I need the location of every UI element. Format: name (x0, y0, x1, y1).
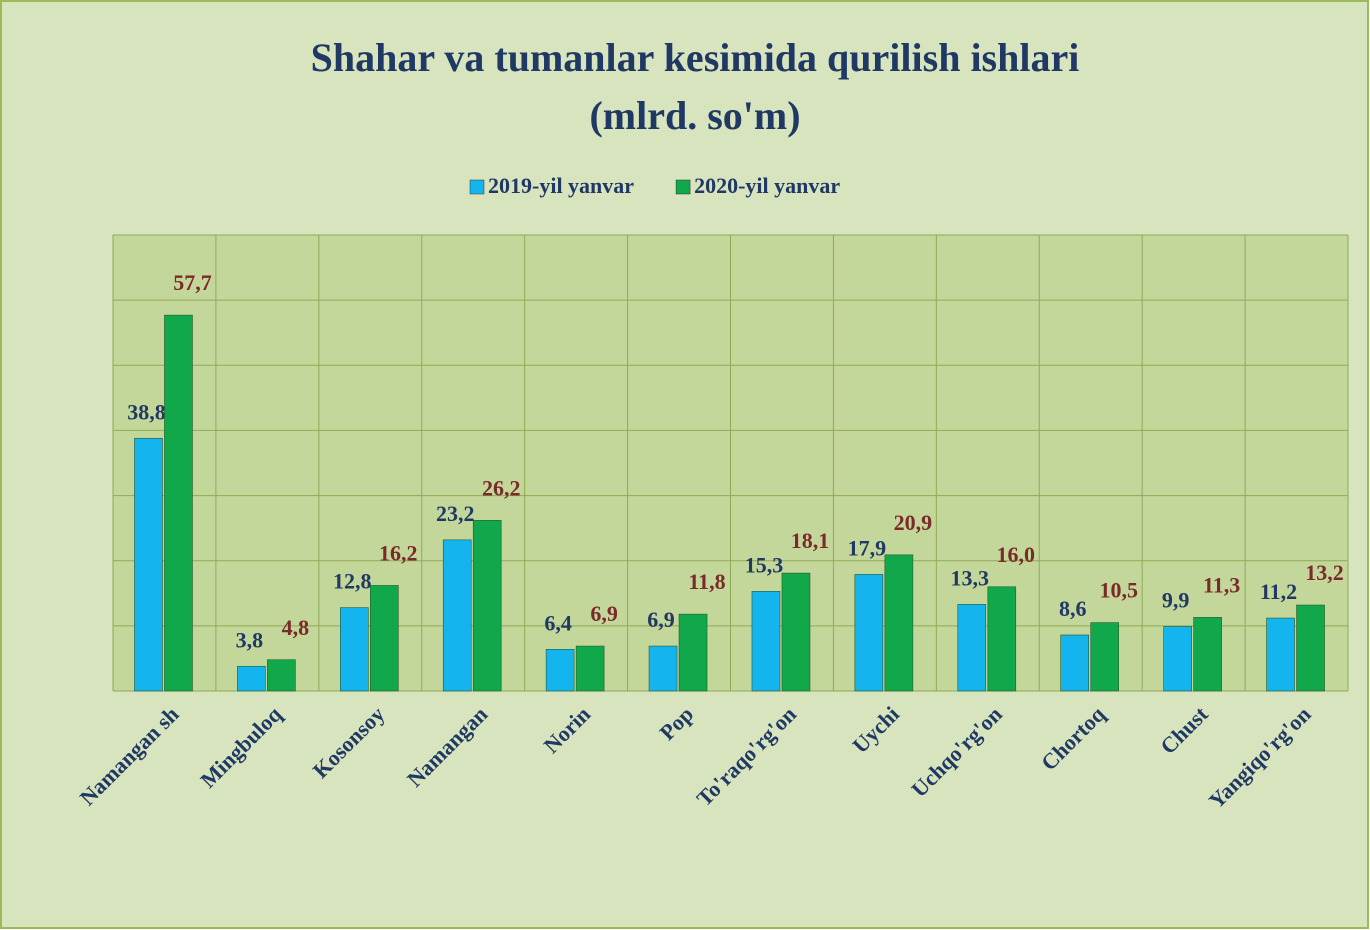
bar (987, 586, 1017, 692)
bar (781, 572, 811, 692)
value-label: 11,3 (1203, 572, 1240, 597)
value-label: 26,2 (482, 475, 521, 500)
value-label: 11,2 (1260, 579, 1297, 604)
value-label: 10,5 (1099, 578, 1138, 603)
value-label: 17,9 (848, 535, 887, 560)
value-label: 38,8 (127, 399, 166, 424)
value-label: 16,2 (379, 541, 418, 566)
value-label: 20,9 (894, 510, 933, 535)
value-label: 13,2 (1305, 560, 1344, 585)
bar (1193, 617, 1222, 692)
value-label: 4,8 (282, 615, 310, 640)
bar (1296, 604, 1325, 692)
legend-swatch (469, 179, 485, 195)
value-label: 16,0 (997, 542, 1036, 567)
value-label: 12,8 (333, 569, 372, 594)
value-label: 9,9 (1162, 588, 1190, 613)
value-label: 15,3 (745, 552, 784, 577)
bar (267, 659, 296, 692)
value-label: 6,4 (544, 610, 572, 635)
value-label: 11,8 (688, 569, 725, 594)
chart-subtitle: (mlrd. so'm) (589, 93, 800, 138)
value-label: 3,8 (236, 627, 264, 652)
bar (1266, 617, 1295, 692)
bar (648, 645, 678, 692)
bar (339, 607, 369, 692)
bar (678, 613, 708, 692)
bar (957, 604, 987, 692)
legend-swatch (675, 179, 691, 195)
bar (884, 554, 914, 692)
value-label: 6,9 (647, 607, 675, 632)
bar (237, 665, 266, 692)
chart-title: Shahar va tumanlar kesimida qurilish ish… (311, 35, 1080, 80)
value-label: 6,9 (590, 601, 618, 626)
value-label: 8,6 (1059, 596, 1087, 621)
value-label: 13,3 (951, 565, 990, 590)
bar (751, 591, 781, 692)
value-label: 23,2 (436, 501, 475, 526)
legend-label: 2020-yil yanvar (694, 173, 840, 198)
value-label: 57,7 (173, 270, 212, 295)
bar (575, 645, 605, 692)
bar (1090, 622, 1120, 692)
bar (472, 520, 502, 692)
bar (442, 539, 472, 692)
bar (545, 649, 575, 692)
value-label: 18,1 (791, 528, 830, 553)
bar (1163, 626, 1192, 692)
bar (854, 574, 884, 692)
bar (164, 314, 193, 692)
bar (369, 585, 399, 692)
bar (134, 437, 163, 692)
bar (1060, 634, 1090, 692)
legend-label: 2019-yil yanvar (488, 173, 634, 198)
